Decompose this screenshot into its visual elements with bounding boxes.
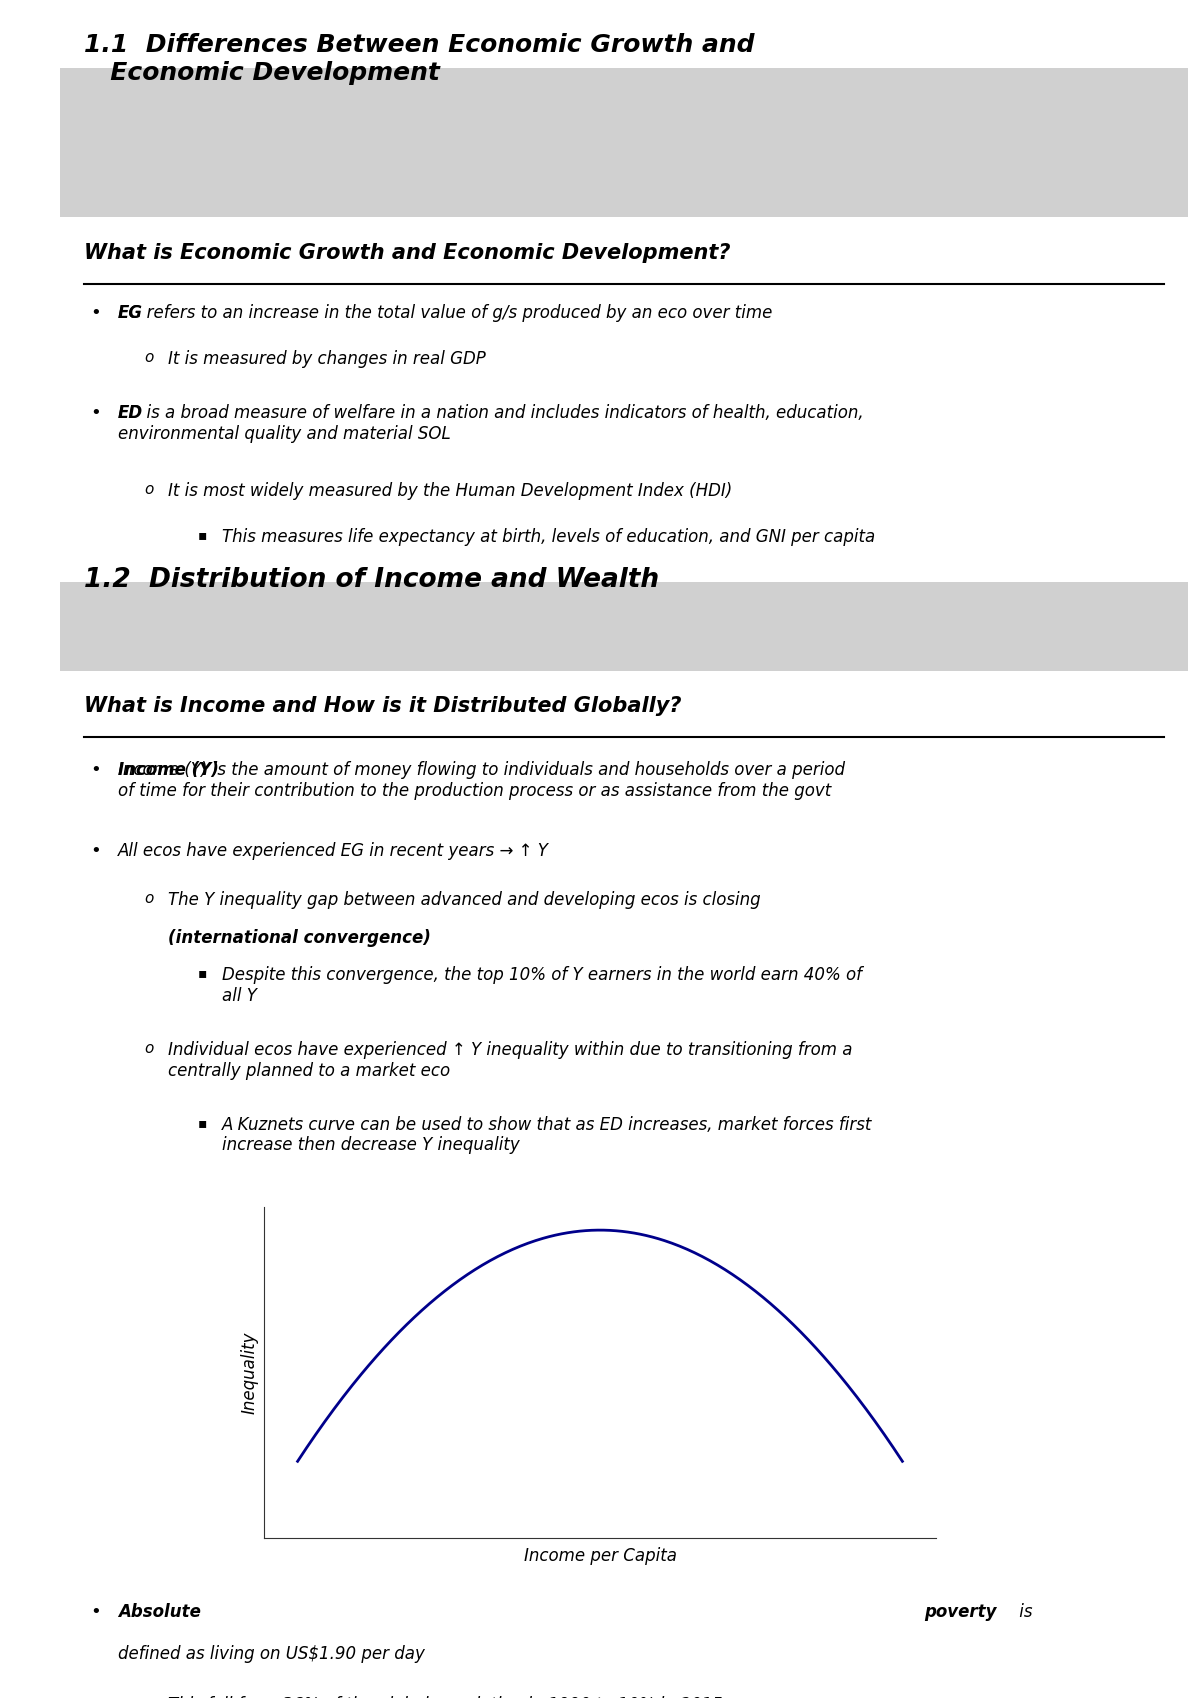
Text: It is measured by changes in real GDP: It is measured by changes in real GDP [168,350,486,368]
Text: It is most widely measured by the Human Development Index (HDI): It is most widely measured by the Human … [168,482,732,501]
Text: 1.2  Distribution of Income and Wealth: 1.2 Distribution of Income and Wealth [84,567,659,593]
Text: EG refers to an increase in the total value of g/s produced by an eco over time: EG refers to an increase in the total va… [118,304,772,323]
Text: All ecos have experienced EG in recent years → ↑ Y: All ecos have experienced EG in recent y… [118,842,548,861]
Text: What is Economic Growth and Economic Development?: What is Economic Growth and Economic Dev… [84,243,731,263]
Text: Income (Y) is the amount of money flowing to individuals and households over a p: Income (Y) is the amount of money flowin… [118,761,845,800]
Text: o: o [144,482,154,498]
Text: Individual ecos have experienced ↑ Y inequality within due to transitioning from: Individual ecos have experienced ↑ Y ine… [168,1041,852,1080]
Text: defined as living on US$1.90 per day: defined as living on US$1.90 per day [118,1645,425,1664]
Text: •: • [90,304,101,323]
FancyBboxPatch shape [60,582,1188,671]
Text: poverty: poverty [924,1603,996,1622]
Text: (international convergence): (international convergence) [168,929,431,947]
Text: •: • [90,761,101,779]
Text: Income (Y): Income (Y) [118,761,218,779]
X-axis label: Income per Capita: Income per Capita [523,1547,677,1566]
Text: •: • [90,404,101,423]
Text: A Kuznets curve can be used to show that as ED increases, market forces first
in: A Kuznets curve can be used to show that… [222,1116,872,1155]
Text: o: o [144,350,154,365]
Text: Absolute: Absolute [118,1603,200,1622]
Text: Despite this convergence, the top 10% of Y earners in the world earn 40% of
all : Despite this convergence, the top 10% of… [222,966,862,1005]
Text: ED is a broad measure of welfare in a nation and includes indicators of health, : ED is a broad measure of welfare in a na… [118,404,863,443]
Text: The Y inequality gap between advanced and developing ecos is closing: The Y inequality gap between advanced an… [168,891,761,910]
Text: ▪: ▪ [198,966,208,980]
Text: What is Income and How is it Distributed Globally?: What is Income and How is it Distributed… [84,696,682,717]
FancyBboxPatch shape [60,68,1188,217]
Text: 1.1  Differences Between Economic Growth and
   Economic Development: 1.1 Differences Between Economic Growth … [84,32,755,85]
Text: ED: ED [118,404,143,423]
Text: •: • [90,1603,101,1622]
Text: o: o [144,1041,154,1056]
Text: ▪: ▪ [198,1116,208,1129]
Y-axis label: Inequality: Inequality [240,1331,258,1414]
Text: This measures life expectancy at birth, levels of education, and GNI per capita: This measures life expectancy at birth, … [222,528,875,547]
Text: is: is [1014,1603,1032,1622]
Text: ▪: ▪ [198,528,208,542]
Text: o: o [144,891,154,907]
Text: EG: EG [118,304,143,323]
Text: •: • [90,842,101,861]
